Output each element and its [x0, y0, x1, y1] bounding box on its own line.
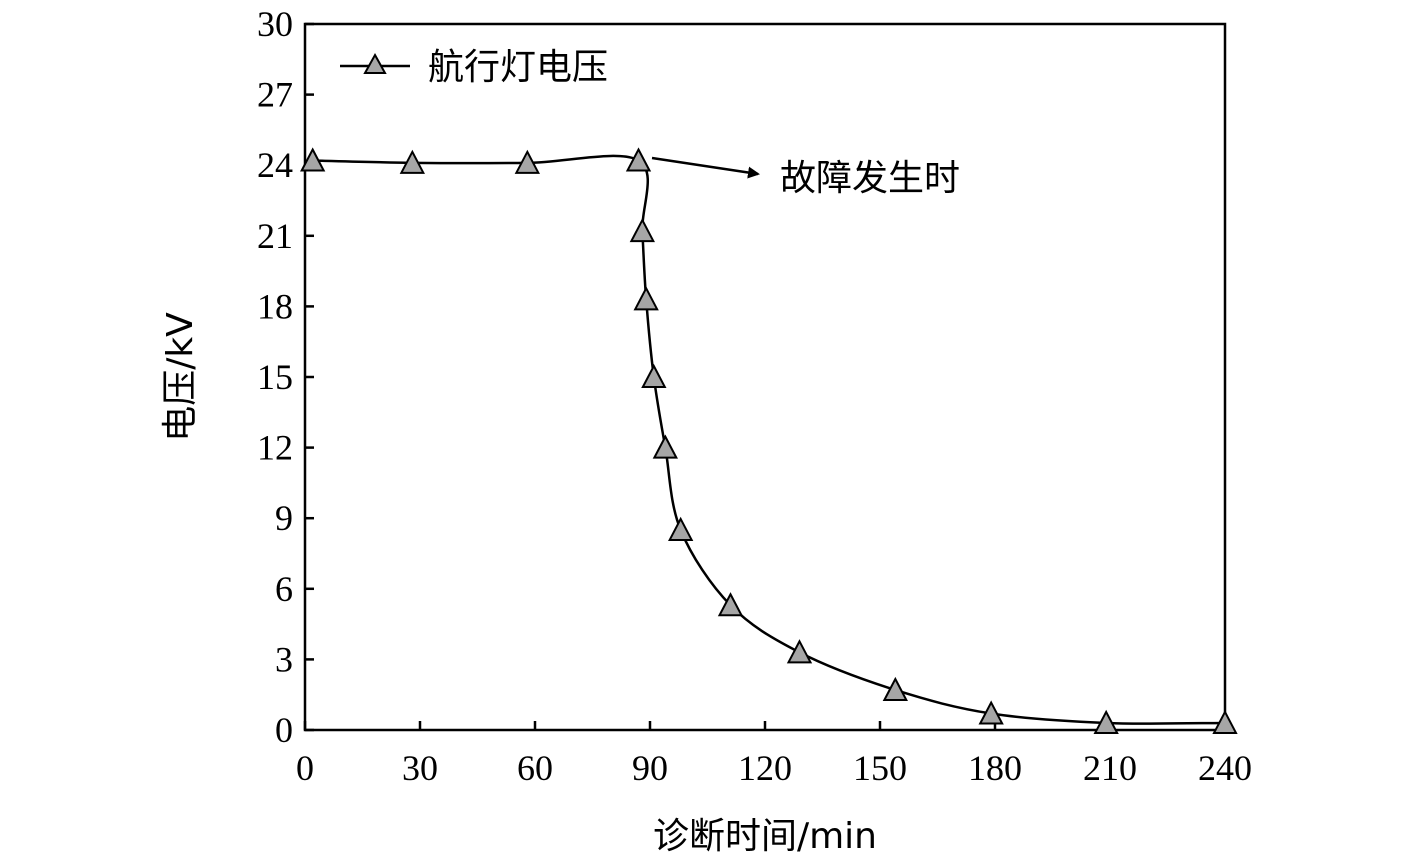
data-point-triangle — [668, 516, 694, 541]
x-tick-label: 60 — [517, 748, 553, 788]
annotation-text: 故障发生时 — [780, 158, 960, 199]
x-tick-label: 210 — [1083, 748, 1137, 788]
y-tick-label: 18 — [257, 286, 293, 326]
x-tick-label: 180 — [968, 748, 1022, 788]
y-tick-label: 21 — [257, 216, 293, 256]
x-tick-label: 30 — [402, 748, 438, 788]
x-tick-label: 120 — [738, 748, 792, 788]
y-tick-label: 6 — [275, 569, 293, 609]
plot-frame — [303, 22, 1227, 732]
legend-label: 航行灯电压 — [428, 47, 608, 88]
data-point-triangle — [717, 592, 744, 617]
y-tick-label: 9 — [275, 498, 293, 538]
x-tick-label: 90 — [632, 748, 668, 788]
x-tick-label: 150 — [853, 748, 907, 788]
data-point-triangle — [514, 149, 540, 174]
x-axis: 0 30 60 90 120 150 180 210 240 — [296, 721, 1252, 788]
y-tick-label: 24 — [257, 145, 293, 185]
x-tick-label: 240 — [1198, 748, 1252, 788]
y-tick-label: 15 — [257, 357, 293, 397]
legend-marker-triangle — [363, 52, 387, 74]
x-tick-label: 0 — [296, 748, 314, 788]
data-point-triangle — [399, 149, 425, 174]
data-point-triangle — [300, 147, 326, 172]
data-point-triangle — [786, 639, 813, 664]
data-point-triangle — [1212, 709, 1238, 734]
y-tick-label: 30 — [257, 4, 293, 44]
y-tick-label: 27 — [257, 75, 293, 115]
legend: 航行灯电压 — [340, 47, 608, 88]
y-axis-label: 电压/kV — [160, 312, 201, 442]
series-group — [300, 147, 1238, 734]
data-point-triangle — [978, 700, 1004, 725]
data-point-triangle — [1093, 709, 1119, 734]
data-point-triangle — [882, 676, 908, 701]
data-point-triangle — [641, 363, 667, 388]
annotation: 故障发生时 — [651, 156, 960, 199]
x-axis-label: 诊断时间/min — [653, 816, 877, 857]
data-point-triangle — [652, 434, 678, 459]
series-line — [312, 154, 1226, 725]
y-tick-label: 3 — [275, 639, 293, 679]
y-tick-label: 12 — [257, 428, 293, 468]
data-point-triangle — [625, 147, 652, 172]
data-point-triangle — [633, 286, 659, 311]
annotation-arrow — [651, 156, 760, 179]
y-axis: 0 3 6 9 12 15 18 21 24 27 30 — [257, 4, 314, 750]
data-point-triangle — [629, 217, 655, 243]
y-tick-label: 0 — [275, 710, 293, 750]
